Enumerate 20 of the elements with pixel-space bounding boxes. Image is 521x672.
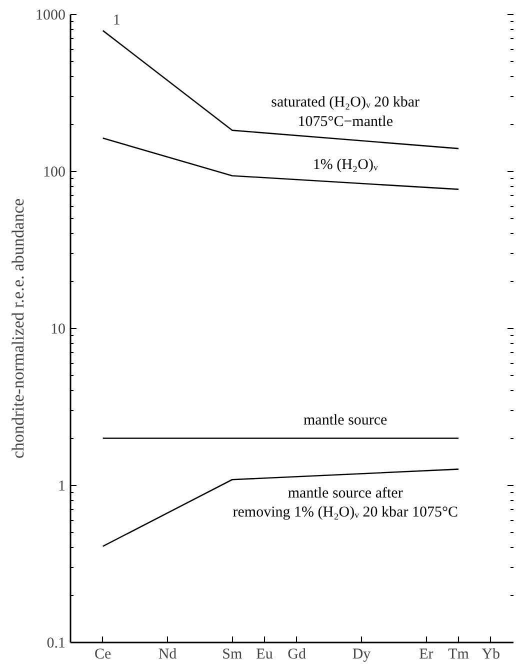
x-tick-label: Dy — [352, 646, 372, 662]
y-tick-label: 0.1 — [46, 636, 66, 652]
x-tick-label: Ce — [94, 646, 112, 662]
series-label: mantle source — [303, 412, 388, 429]
x-tick-label: Sm — [222, 646, 243, 662]
x-tick-label: Nd — [158, 646, 178, 662]
annotation: 1 — [112, 12, 120, 29]
y-axis-title: chondrite-normalized r.e.e. abundance — [8, 198, 28, 459]
series-label: saturated (H₂O)ᵥ 20 kbar 1075°C−mantle — [271, 94, 420, 130]
x-tick-label: Gd — [288, 646, 307, 662]
series-label: 1% (H₂O)ᵥ — [312, 156, 378, 173]
x-tick-label: Er — [419, 646, 434, 662]
y-tick-label: 10 — [50, 322, 66, 338]
x-tick-label: Eu — [256, 646, 274, 662]
y-tick-label: 1 — [58, 478, 66, 494]
x-tick-label: Tm — [448, 646, 470, 662]
x-tick-label: Yb — [482, 646, 500, 662]
series-label: mantle source after removing 1% (H₂O)ᵥ 20 kbar 1075°C — [232, 485, 458, 521]
y-tick-label: 1000 — [36, 8, 66, 24]
y-tick-label: 100 — [43, 164, 66, 180]
